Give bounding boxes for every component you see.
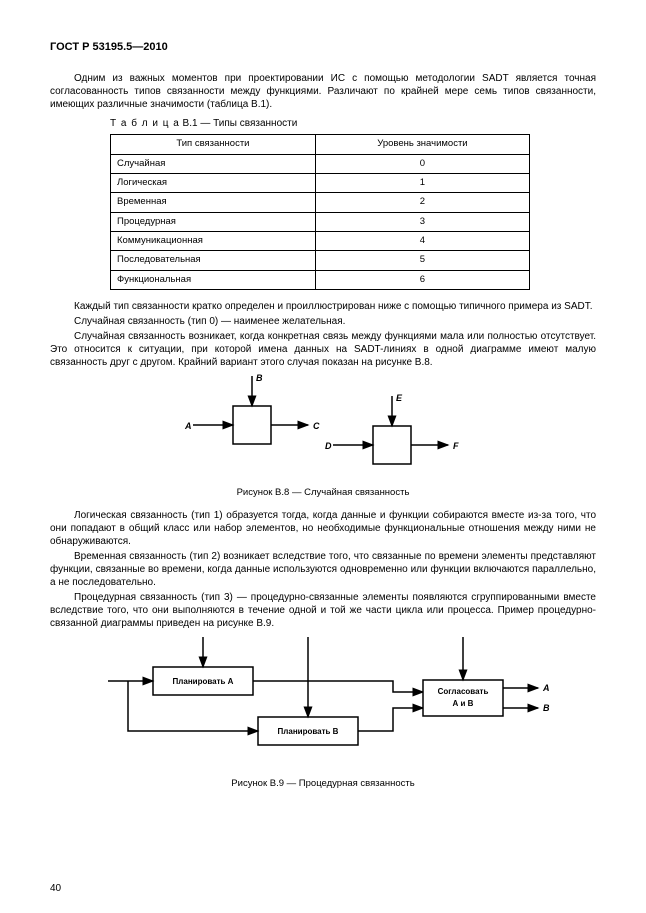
table-row: Процедурная3 [111, 212, 530, 231]
cell-val: 3 [315, 212, 529, 231]
col-header-type: Тип связанности [111, 135, 316, 154]
para-6: Временная связанность (тип 2) возникает … [50, 550, 596, 589]
figure-b9: Планировать А Планировать В Согласовать … [50, 632, 596, 772]
cell-val: 1 [315, 173, 529, 192]
cell-val: 0 [315, 154, 529, 173]
label-coord2: А и В [453, 699, 474, 708]
cell-name: Коммуникационная [111, 232, 316, 251]
cell-val: 2 [315, 193, 529, 212]
table-caption-prefix: Т а б л и ц а [110, 118, 180, 129]
para-7: Процедурная связанность (тип 3) — процед… [50, 591, 596, 630]
label-outA: А [542, 683, 550, 693]
table-row: Временная2 [111, 193, 530, 212]
types-table: Тип связанности Уровень значимости Случа… [110, 134, 530, 290]
col-header-level: Уровень значимости [315, 135, 529, 154]
doc-header: ГОСТ Р 53195.5—2010 [50, 40, 596, 54]
table-row: Коммуникационная4 [111, 232, 530, 251]
para-3: Случайная связанность (тип 0) — наименее… [50, 315, 596, 328]
label-B: B [256, 373, 263, 383]
cell-val: 5 [315, 251, 529, 270]
para-1: Одним из важных моментов при проектирова… [50, 72, 596, 111]
table-caption-rest: В.1 — Типы связанности [180, 118, 298, 129]
cell-name: Временная [111, 193, 316, 212]
figure-b8: A B C D E F [50, 371, 596, 481]
label-C: C [313, 421, 320, 431]
para-5: Логическая связанность (тип 1) образуетс… [50, 509, 596, 548]
table-row: Логическая1 [111, 173, 530, 192]
cell-name: Случайная [111, 154, 316, 173]
figure-b9-caption: Рисунок В.9 — Процедурная связанность [50, 778, 596, 790]
cell-name: Функциональная [111, 270, 316, 289]
cell-val: 4 [315, 232, 529, 251]
cell-val: 6 [315, 270, 529, 289]
table-row: Функциональная6 [111, 270, 530, 289]
page-number: 40 [50, 882, 61, 895]
cell-name: Логическая [111, 173, 316, 192]
label-coord1: Согласовать [438, 687, 489, 696]
label-D: D [325, 441, 332, 451]
para-2: Каждый тип связанности кратко определен … [50, 300, 596, 313]
table-caption: Т а б л и ц а В.1 — Типы связанности [110, 117, 596, 130]
label-planA: Планировать А [173, 677, 234, 686]
label-F: F [453, 441, 459, 451]
table-row: Случайная0 [111, 154, 530, 173]
cell-name: Последовательная [111, 251, 316, 270]
table-row: Последовательная5 [111, 251, 530, 270]
label-outB: В [543, 703, 550, 713]
label-E: E [396, 393, 403, 403]
label-planB: Планировать В [278, 727, 339, 736]
figure-b8-caption: Рисунок В.8 — Случайная связанность [50, 487, 596, 499]
label-A: A [184, 421, 192, 431]
para-4: Случайная связанность возникает, когда к… [50, 330, 596, 369]
cell-name: Процедурная [111, 212, 316, 231]
table-header-row: Тип связанности Уровень значимости [111, 135, 530, 154]
